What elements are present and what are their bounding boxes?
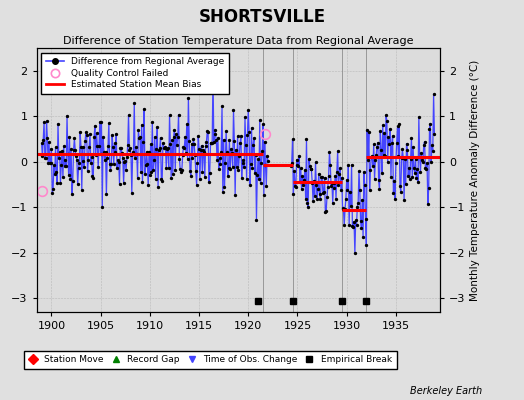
Text: Berkeley Earth: Berkeley Earth	[410, 386, 482, 396]
Text: SHORTSVILLE: SHORTSVILLE	[199, 8, 325, 26]
Y-axis label: Monthly Temperature Anomaly Difference (°C): Monthly Temperature Anomaly Difference (…	[470, 59, 480, 301]
Legend: Station Move, Record Gap, Time of Obs. Change, Empirical Break: Station Move, Record Gap, Time of Obs. C…	[24, 351, 397, 369]
Title: Difference of Station Temperature Data from Regional Average: Difference of Station Temperature Data f…	[63, 36, 413, 46]
